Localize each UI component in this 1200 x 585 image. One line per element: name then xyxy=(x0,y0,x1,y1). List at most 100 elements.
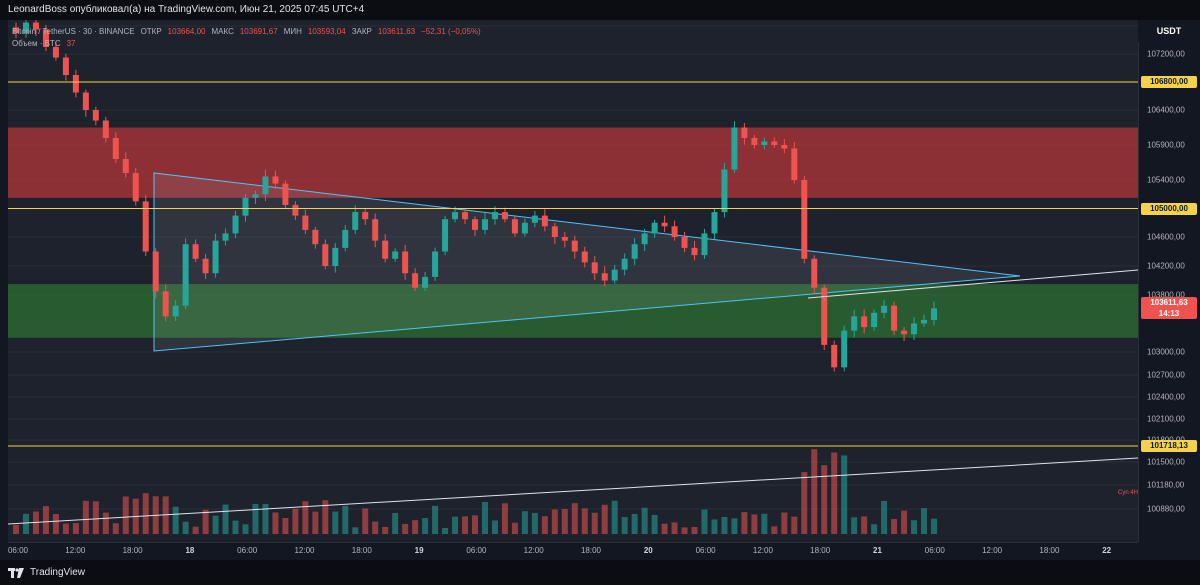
legend-volume-line: Объем · BTC 37 xyxy=(12,38,481,50)
volume-bar xyxy=(791,516,798,534)
candle-body xyxy=(342,229,349,248)
volume-bar xyxy=(182,521,189,534)
volume-bar xyxy=(242,524,249,534)
candle-body xyxy=(911,323,918,335)
volume-bar xyxy=(701,509,708,534)
price-tick: 105400,00 xyxy=(1147,175,1185,185)
price-tick: 102400,00 xyxy=(1147,392,1185,402)
level-price-label: 105000,00 xyxy=(1141,202,1197,215)
price-tick: 104600,00 xyxy=(1147,232,1185,242)
volume-bar xyxy=(392,512,399,534)
volume-bar xyxy=(581,508,588,534)
candle-body xyxy=(811,258,818,288)
volume-bar xyxy=(362,508,369,534)
volume-bar xyxy=(72,523,79,534)
candle-body xyxy=(222,233,229,241)
volume-bar xyxy=(601,504,608,534)
candle-body xyxy=(52,47,59,58)
candle-body xyxy=(501,212,508,220)
candle-body xyxy=(691,247,698,256)
volume-bar xyxy=(302,501,309,534)
candle-body xyxy=(22,22,29,33)
chart-canvas[interactable] xyxy=(8,20,1138,542)
candle-body xyxy=(511,219,518,234)
candle-body xyxy=(192,244,199,259)
volume-bar xyxy=(911,520,918,534)
brand-name: TradingView xyxy=(30,567,86,578)
candle-body xyxy=(442,219,449,252)
candle-body xyxy=(72,75,79,93)
volume-bar xyxy=(711,519,718,534)
time-tick: 06:00 xyxy=(695,546,716,555)
price-tick: 101180,00 xyxy=(1147,480,1185,490)
volume-bar xyxy=(42,506,49,534)
time-tick: 12:00 xyxy=(294,546,315,555)
candle-body xyxy=(292,204,299,216)
volume-bar xyxy=(222,504,229,534)
time-tick: 06:00 xyxy=(924,546,945,555)
candle-body xyxy=(312,229,319,245)
volume-bar xyxy=(861,516,868,534)
candle-body xyxy=(42,29,49,47)
price-tick: 101500,00 xyxy=(1147,457,1185,467)
candle-body xyxy=(122,159,129,173)
currency-selector[interactable]: USDT xyxy=(1138,20,1200,42)
time-tick: 18:00 xyxy=(580,546,602,555)
candle-body xyxy=(891,305,898,331)
candle-body xyxy=(821,287,828,345)
time-tick: 18:00 xyxy=(1039,546,1060,555)
candle-body xyxy=(601,273,608,281)
volume-bar xyxy=(322,500,329,534)
last-price-value: 103611,63 xyxy=(1150,298,1188,308)
volume-bar xyxy=(442,527,449,534)
time-axis[interactable]: 06:00 12:00 18:00 18 06:00 12:00 18:00 19 06:00 1… xyxy=(8,542,1138,561)
high-label: МАКС xyxy=(211,27,234,36)
candle-body xyxy=(581,251,588,263)
candle-body xyxy=(162,291,169,317)
volume-label[interactable]: Объем · BTC xyxy=(12,39,61,48)
candle-body xyxy=(901,330,908,335)
candle-body xyxy=(112,138,119,159)
candle-body xyxy=(412,273,419,288)
time-tick-day: 18 xyxy=(185,546,195,555)
volume-bar xyxy=(871,524,878,534)
volume-bar xyxy=(681,527,688,534)
chart-plot-area[interactable]: ⚡ Cyn 4H xyxy=(8,20,1138,557)
volume-bar xyxy=(332,511,339,534)
candle-body xyxy=(92,110,99,121)
volume-bar xyxy=(432,505,439,534)
time-tick-day: 19 xyxy=(414,546,424,555)
candle-body xyxy=(621,258,628,270)
candle-body xyxy=(262,176,269,195)
candle-body xyxy=(681,237,688,248)
time-tick: 12:00 xyxy=(523,546,544,555)
volume-bar xyxy=(192,526,199,534)
candle-body xyxy=(252,194,259,198)
time-tick: 06:00 xyxy=(237,546,258,555)
volume-bar xyxy=(851,517,858,534)
volume-bar xyxy=(731,518,738,534)
candle-body xyxy=(481,219,488,230)
price-axis[interactable]: 107600,00107200,00106400,00105900,001054… xyxy=(1138,20,1200,542)
low-label: МИН xyxy=(283,27,302,36)
volume-bar xyxy=(531,512,538,534)
footer-bar: TradingView xyxy=(0,560,1200,585)
volume-bar xyxy=(82,500,89,534)
volume-bar xyxy=(921,508,928,534)
volume-bar xyxy=(52,514,59,534)
price-tick: 106400,00 xyxy=(1147,105,1185,115)
volume-bar xyxy=(212,515,219,534)
candle-body xyxy=(651,222,658,234)
candle-body xyxy=(62,57,69,75)
symbol-name[interactable]: Bitcoin / TetherUS · 30 · BINANCE xyxy=(12,27,135,36)
candle-body xyxy=(432,251,439,277)
candle-body xyxy=(322,244,329,266)
sma-line xyxy=(8,457,1138,525)
candle-body xyxy=(272,176,279,184)
candle-body xyxy=(172,305,179,317)
volume-bar xyxy=(172,506,179,534)
level-price-label: 101718,13 xyxy=(1141,440,1197,452)
candle-body xyxy=(881,305,888,313)
volume-bar xyxy=(831,452,838,534)
volume-bar xyxy=(62,523,69,534)
